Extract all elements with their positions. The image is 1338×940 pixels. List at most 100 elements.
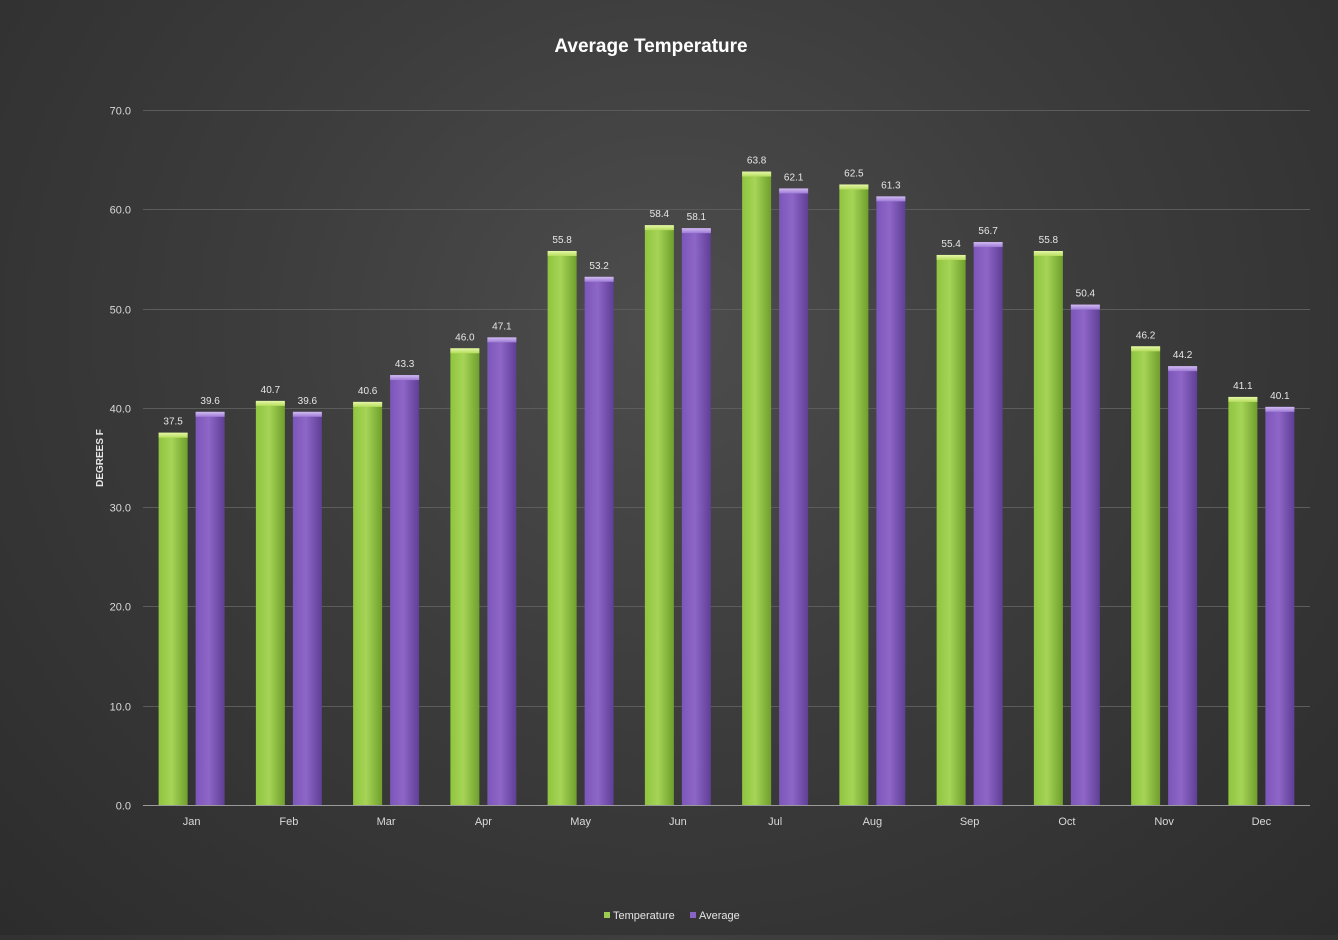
bar-top <box>839 184 869 190</box>
bar-body <box>292 411 322 805</box>
bar-body <box>450 348 480 805</box>
data-label-temperature: 40.7 <box>261 385 281 396</box>
bar-top <box>1131 346 1161 352</box>
bars <box>158 171 1295 806</box>
x-tick-label: Oct <box>1058 816 1075 828</box>
legend-label-temperature: Temperature <box>613 910 675 922</box>
bar-body <box>1131 346 1161 805</box>
bar-body <box>1228 396 1258 805</box>
bar-top <box>487 337 517 343</box>
y-axis-title: DEGREES F <box>95 429 106 487</box>
data-label-average: 61.3 <box>881 180 901 191</box>
bar-top <box>547 250 577 256</box>
data-label-average: 50.4 <box>1076 289 1096 300</box>
bar-temperature <box>742 171 772 806</box>
data-label-temperature: 55.4 <box>941 239 961 250</box>
x-axis-ticks: Jan Feb Mar Apr May Jun Jul Aug Sep Oct Nov Dec <box>183 816 1272 828</box>
bar-top <box>742 171 772 177</box>
bar-top <box>973 242 1003 248</box>
bar-temperature <box>936 254 966 805</box>
data-labels: 37.5 39.6 40.7 39.6 40.6 43.3 46.0 47.1 55.8 53.2… <box>163 156 1290 428</box>
bar-top <box>1070 304 1100 310</box>
bar-average <box>1070 304 1100 805</box>
data-label-temperature: 63.8 <box>747 156 767 167</box>
bar-temperature <box>839 184 869 805</box>
data-label-average: 58.1 <box>687 212 707 223</box>
bar-average <box>779 188 809 805</box>
data-label-average: 40.1 <box>1270 391 1290 402</box>
bar-body <box>973 242 1003 806</box>
y-tick-label: 20.0 <box>110 602 131 614</box>
x-tick-label: Apr <box>475 816 492 828</box>
bar-body <box>681 228 711 805</box>
data-label-average: 44.2 <box>1173 350 1193 361</box>
x-tick-label: Jan <box>183 816 201 828</box>
bar-average <box>1265 406 1295 805</box>
bar-average <box>487 337 517 805</box>
bar-temperature <box>353 401 383 805</box>
bar-body <box>1168 366 1198 805</box>
data-label-temperature: 62.5 <box>844 168 864 179</box>
data-label-temperature: 46.2 <box>1136 330 1156 341</box>
x-tick-label: Jul <box>768 816 782 828</box>
bar-top <box>1265 406 1295 412</box>
bar-body <box>158 432 188 805</box>
data-label-average: 53.2 <box>589 261 609 272</box>
bar-top <box>1168 366 1198 372</box>
y-axis-ticks: 0.0 10.0 20.0 30.0 40.0 50.0 60.0 70.0 <box>110 106 131 813</box>
bar-body <box>1033 250 1063 805</box>
bar-top <box>158 432 188 438</box>
bar-temperature <box>158 432 188 805</box>
x-tick-label: Aug <box>863 816 883 828</box>
legend: Temperature Average <box>604 910 740 922</box>
bar-average <box>195 411 225 805</box>
data-label-average: 39.6 <box>298 396 318 407</box>
bar-top <box>292 411 322 417</box>
x-tick-label: Nov <box>1154 816 1174 828</box>
bar-temperature <box>255 400 285 805</box>
x-tick-label: Dec <box>1252 816 1272 828</box>
bar-average <box>1168 366 1198 805</box>
data-label-temperature: 55.8 <box>1039 235 1059 246</box>
bar-body <box>547 250 577 805</box>
bar-top <box>1033 250 1063 256</box>
data-label-average: 56.7 <box>978 226 998 237</box>
bar-top <box>195 411 225 417</box>
bar-top <box>681 228 711 234</box>
y-tick-label: 50.0 <box>110 305 131 317</box>
bar-temperature <box>450 348 480 805</box>
data-label-temperature: 37.5 <box>163 417 183 428</box>
bar-temperature <box>644 225 674 805</box>
legend-swatch-average <box>690 912 696 918</box>
bar-body <box>779 188 809 805</box>
y-tick-label: 10.0 <box>110 702 131 714</box>
chart-title: Average Temperature <box>554 36 747 57</box>
data-label-temperature: 40.6 <box>358 386 378 397</box>
bar-body <box>1070 304 1100 805</box>
data-label-temperature: 55.8 <box>552 235 572 246</box>
bar-body <box>1265 406 1295 805</box>
data-label-average: 43.3 <box>395 359 415 370</box>
bar-top <box>779 188 809 194</box>
bar-top <box>1228 396 1258 402</box>
bar-body <box>255 400 285 805</box>
bar-average <box>681 228 711 805</box>
legend-label-average: Average <box>699 910 740 922</box>
bar-top <box>584 276 614 282</box>
gridlines <box>143 110 1310 707</box>
bar-temperature <box>547 250 577 805</box>
data-label-temperature: 58.4 <box>650 209 670 220</box>
legend-item-average: Average <box>690 910 740 922</box>
bar-body <box>936 254 966 805</box>
legend-swatch-temperature <box>604 912 610 918</box>
y-tick-label: 60.0 <box>110 205 131 217</box>
y-tick-label: 70.0 <box>110 106 131 118</box>
data-label-average: 47.1 <box>492 321 512 332</box>
bar-top <box>353 401 383 407</box>
bar-average <box>584 276 614 805</box>
bar-average <box>973 242 1003 806</box>
bar-top <box>876 196 906 202</box>
data-label-temperature: 41.1 <box>1233 381 1253 392</box>
